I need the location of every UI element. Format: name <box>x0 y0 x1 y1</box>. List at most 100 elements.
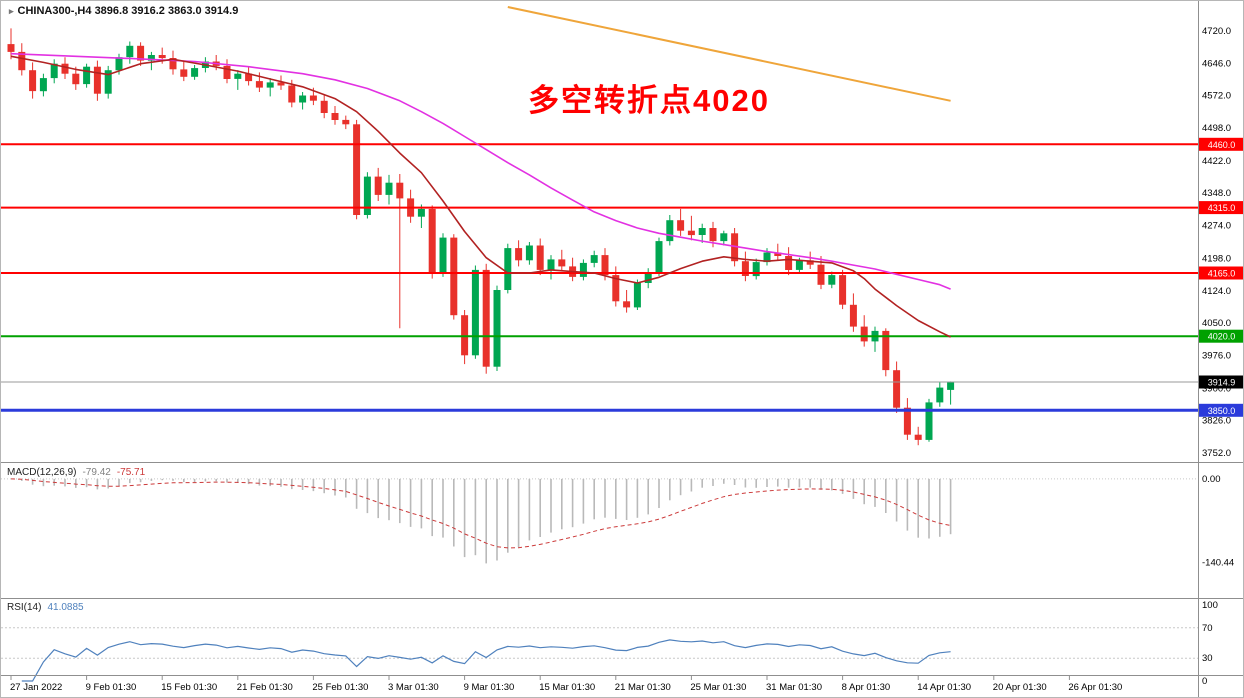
time-tick-label: 21 Feb 01:30 <box>237 682 293 693</box>
candle-body <box>439 237 447 274</box>
candle-body <box>29 70 37 92</box>
rsi-axis-label: 70 <box>1202 623 1213 634</box>
trendline-object[interactable] <box>507 6 951 102</box>
time-tick-label: 20 Apr 01:30 <box>993 682 1047 693</box>
horizontal-level-lines[interactable] <box>1 143 1198 412</box>
level-price-tag-text: 4460.0 <box>1208 140 1236 150</box>
level-price-tag <box>1199 266 1243 280</box>
candle-body <box>223 65 231 79</box>
candle-body <box>277 82 285 86</box>
candle-body <box>849 304 857 327</box>
candle-body <box>828 275 836 285</box>
macd-title: MACD(12,26,9) <box>7 467 77 478</box>
rsi-axis-label: 100 <box>1202 600 1218 611</box>
time-axis[interactable]: 27 Jan 2022 9 Feb 01:30 15 Feb 01:30 21 Feb… <box>10 675 1122 694</box>
candle-body <box>623 301 631 308</box>
candle-body <box>137 45 145 61</box>
candle-body <box>763 252 771 263</box>
candle-body <box>558 259 566 267</box>
candle-body <box>817 264 825 285</box>
candle-body <box>50 63 58 79</box>
macd-panel[interactable] <box>1 478 1198 564</box>
macd-indicator-label: MACD(12,26,9) -79.42 -75.71 <box>7 467 145 478</box>
ma-fast-line <box>10 55 951 338</box>
rsi-panel[interactable] <box>1 627 1198 682</box>
level-price-tag <box>1199 137 1243 151</box>
candle-body <box>363 176 371 215</box>
candle-body <box>590 255 598 263</box>
level-price-tag <box>1199 329 1243 343</box>
price-tick-label: 4422.0 <box>1202 156 1231 167</box>
candle-body <box>255 81 263 88</box>
candle-body <box>860 326 868 342</box>
candle-body <box>374 176 382 195</box>
current-price-tag-text: 3914.9 <box>1208 378 1236 388</box>
candle-body <box>320 100 328 113</box>
one-click-trading-icon[interactable]: ▸ <box>9 6 14 16</box>
candle-body <box>698 228 706 235</box>
candle-body <box>234 73 242 79</box>
candle-body <box>396 182 404 199</box>
time-tick-label: 3 Mar 01:30 <box>388 682 439 693</box>
rsi-axis-label: 30 <box>1202 653 1213 664</box>
moving-average-lines <box>10 52 951 338</box>
candle-body <box>633 283 641 308</box>
candle-body <box>655 241 663 273</box>
candle-body <box>104 70 112 94</box>
candle-body <box>893 370 901 408</box>
candle-body <box>525 245 533 261</box>
price-tick-label: 4198.0 <box>1202 254 1231 265</box>
macd-axis-label: -140.44 <box>1202 558 1234 569</box>
time-tick-label: 21 Mar 01:30 <box>615 682 671 693</box>
time-tick-label: 31 Mar 01:30 <box>766 682 822 693</box>
main-price-panel[interactable] <box>1 6 1198 446</box>
candle-body <box>579 262 587 277</box>
rsi-indicator-label: RSI(14) 41.0885 <box>7 602 84 613</box>
time-tick-label: 14 Apr 01:30 <box>917 682 971 693</box>
current-price-tag <box>1199 375 1243 389</box>
ohlc-values-text: 3896.8 3916.2 3863.0 3914.9 <box>94 5 239 17</box>
price-tick-label: 3752.0 <box>1202 448 1231 459</box>
candle-body <box>720 233 728 242</box>
time-tick-label: 9 Feb 01:30 <box>86 682 137 693</box>
candle-body <box>72 73 80 85</box>
time-tick-label: 8 Apr 01:30 <box>842 682 891 693</box>
time-tick-label: 25 Mar 01:30 <box>690 682 746 693</box>
candle-body <box>331 113 339 120</box>
candle-body <box>774 252 782 256</box>
price-tick-label: 4498.0 <box>1202 123 1231 134</box>
time-tick-label: 9 Mar 01:30 <box>464 682 515 693</box>
macd-signal-line <box>10 478 951 549</box>
price-tick-label: 4348.0 <box>1202 188 1231 199</box>
candle-body <box>925 402 933 440</box>
candle-body <box>428 208 436 274</box>
candle-body <box>731 233 739 262</box>
price-tick-label: 3976.0 <box>1202 350 1231 361</box>
candle-body <box>39 78 47 92</box>
candle-body <box>245 73 253 82</box>
candle-body <box>666 220 674 242</box>
annotation-text: 多空转折点4020 <box>528 83 770 118</box>
symbol-ohlc-label: ▸ CHINA300-,H4 3896.8 3916.2 3863.0 3914.… <box>9 5 238 17</box>
candle-body <box>482 269 490 367</box>
level-price-tag-text: 3850.0 <box>1208 406 1236 416</box>
candle-body <box>515 248 523 261</box>
level-price-tag-text: 4020.0 <box>1208 332 1236 342</box>
candle-body <box>299 95 307 103</box>
macd-signal-value: -75.71 <box>116 467 146 478</box>
rsi-axis-label: 0 <box>1202 676 1207 687</box>
candlestick-series <box>7 28 955 446</box>
level-price-tag <box>1199 201 1243 215</box>
candle-body <box>936 387 944 403</box>
level-price-tag-text: 4165.0 <box>1208 269 1236 279</box>
price-tick-label: 4050.0 <box>1202 318 1231 329</box>
candle-body <box>93 66 101 94</box>
time-tick-label: 15 Feb 01:30 <box>161 682 217 693</box>
candle-body <box>471 269 479 356</box>
candle-body <box>385 182 393 195</box>
candle-body <box>687 230 695 236</box>
candle-body <box>7 44 15 52</box>
price-axis[interactable]: 4720.0 4646.0 4572.0 4498.0 4422.0 4348.0 4274… <box>1199 26 1244 687</box>
